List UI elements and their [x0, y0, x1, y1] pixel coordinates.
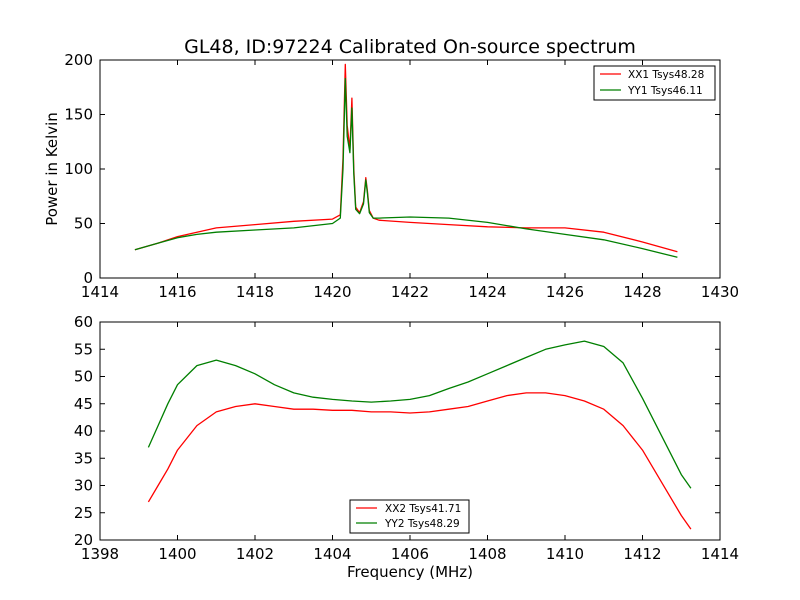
- y-tick-label: 55: [74, 340, 93, 358]
- x-tick-label: 1408: [468, 545, 506, 563]
- top-plot-frame: [99, 59, 721, 279]
- x-tick-label: 1426: [546, 283, 584, 301]
- top-y-axis-label: Power in Kelvin: [43, 112, 61, 226]
- x-tick-label: 1414: [701, 545, 739, 563]
- top-panel: GL48, ID:97224 Calibrated On-source spec…: [43, 36, 739, 301]
- y-tick-label: 50: [74, 368, 93, 386]
- legend-label-yy2: YY2 Tsys48.29: [384, 518, 460, 530]
- x-tick-label: 1422: [391, 283, 429, 301]
- x-tick-label: 1404: [313, 545, 351, 563]
- y-tick-label: 40: [74, 422, 93, 440]
- bottom-legend: XX2 Tsys41.71 YY2 Tsys48.29: [349, 499, 470, 534]
- bottom-ticks-layer: 1398 1400 1402 1404 1406 1408 1410 1412 1414 20 25…: [74, 313, 739, 563]
- top-ticks-layer: 1414 1416 1418 1420 1422 1424 1426 1428 1430 0 50 1…: [64, 51, 739, 301]
- x-tick-label: 1412: [623, 545, 661, 563]
- x-tick-label: 1430: [701, 283, 739, 301]
- bottom-x-axis-label: Frequency (MHz): [347, 563, 473, 581]
- x-tick-label: 1398: [81, 545, 119, 563]
- chart-title: GL48, ID:97224 Calibrated On-source spec…: [184, 36, 636, 58]
- y-tick-label: 20: [74, 531, 93, 549]
- y-tick-label: 45: [74, 395, 93, 413]
- x-tick-label: 1418: [236, 283, 274, 301]
- x-tick-label: 1400: [158, 545, 196, 563]
- top-series-layer: [134, 63, 678, 258]
- top-legend-box: [593, 65, 716, 101]
- y-tick-label: 60: [74, 313, 93, 331]
- y-tick-label: 35: [74, 449, 93, 467]
- x-tick-label: 1416: [158, 283, 196, 301]
- bottom-plot-frame: [99, 321, 721, 541]
- x-tick-label: 1424: [468, 283, 506, 301]
- x-tick-label: 1410: [546, 545, 584, 563]
- bottom-series-layer: [147, 340, 692, 530]
- x-tick-label: 1402: [236, 545, 274, 563]
- bottom-legend-box: [349, 499, 470, 534]
- x-tick-label: 1414: [81, 283, 119, 301]
- y-tick-label: 100: [64, 160, 93, 178]
- legend-label-xx1: XX1 Tsys48.28: [628, 69, 704, 81]
- y-tick-label: 200: [64, 51, 93, 69]
- x-tick-label: 1420: [313, 283, 351, 301]
- x-tick-label: 1428: [623, 283, 661, 301]
- top-legend: XX1 Tsys48.28 YY1 Tsys46.11: [593, 65, 716, 101]
- y-tick-label: 150: [64, 106, 93, 124]
- legend-label-yy1: YY1 Tsys46.11: [627, 85, 703, 97]
- y-tick-label: 50: [74, 215, 93, 233]
- x-tick-label: 1406: [391, 545, 429, 563]
- y-tick-label: 25: [74, 504, 93, 522]
- series-line-1-1: [147, 340, 692, 489]
- series-line-0-1: [134, 77, 678, 258]
- y-tick-label: 0: [83, 269, 93, 287]
- y-tick-label: 30: [74, 477, 93, 495]
- legend-label-xx2: XX2 Tsys41.71: [385, 503, 461, 515]
- series-line-1-0: [147, 392, 692, 530]
- bottom-panel: Frequency (MHz) 1398 1400 1402 1404 1406 1408…: [74, 313, 739, 581]
